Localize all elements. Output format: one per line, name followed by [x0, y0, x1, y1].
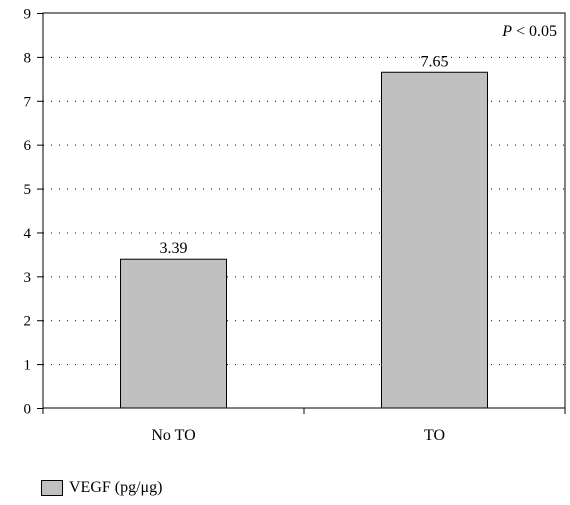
bars [120, 71, 488, 409]
data-label: 7.65 [421, 53, 449, 70]
y-tick-label: 8 [24, 50, 32, 66]
p-value-annotation: P < 0.05 [501, 23, 557, 40]
x-category-labels: No TO TO [151, 427, 445, 444]
y-tick-label: 4 [24, 226, 32, 242]
data-label: 3.39 [160, 240, 188, 257]
legend: VEGF (pg/μg) [41, 478, 162, 498]
y-tick-labels: 0 1 2 3 4 5 6 7 8 9 [24, 7, 32, 418]
bar [120, 258, 227, 409]
y-tick-label: 7 [24, 94, 32, 110]
bar-chart: 0 1 2 3 4 5 6 7 8 9 No TO TO 3.39 7.65 P < 0.05 [24, 7, 566, 444]
y-tick-label: 5 [24, 182, 32, 198]
y-tick-label: 1 [24, 358, 32, 374]
y-tick-label: 2 [24, 314, 32, 330]
y-tick-label: 9 [24, 7, 32, 23]
x-category-label: TO [424, 427, 445, 444]
data-labels: 3.39 7.65 [160, 53, 449, 257]
bar [381, 71, 488, 409]
y-tick-label: 0 [24, 402, 32, 418]
legend-label: VEGF (pg/μg) [69, 479, 163, 496]
y-tick-label: 3 [24, 270, 32, 286]
y-tick-label: 6 [24, 138, 32, 154]
axes [37, 12, 566, 414]
x-category-label: No TO [151, 427, 195, 444]
legend-swatch [41, 480, 63, 496]
